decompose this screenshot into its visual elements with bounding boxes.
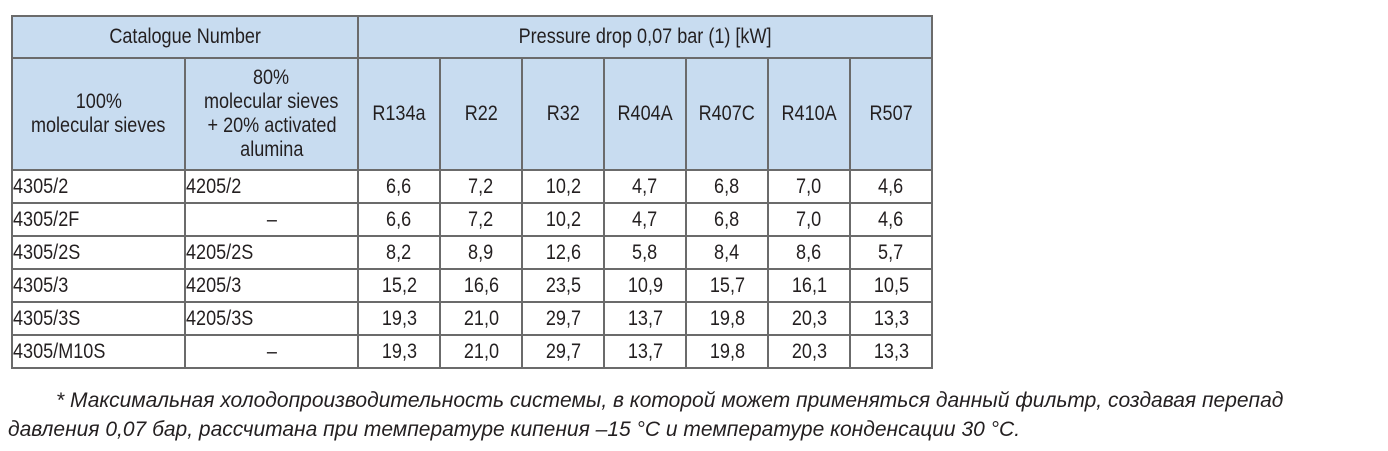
value-cell-r507: 4,6 <box>849 202 934 237</box>
catalogue-100-cell: 4305/3 <box>11 268 186 303</box>
table-row: 4305/2S 4205/2S 8,2 8,9 12,6 5,8 8,4 8,6… <box>11 235 934 270</box>
value-cell-r507: 4,6 <box>849 169 934 204</box>
value-cell-r22: 21,0 <box>439 301 524 336</box>
value-cell-r404a: 4,7 <box>603 202 688 237</box>
refrigerant-header-r410a: R410A <box>767 57 852 171</box>
filter-drier-capacity-table: Catalogue Number Pressure drop 0,07 bar … <box>10 15 934 369</box>
catalogue-80-cell: 4205/3 <box>183 268 360 303</box>
catalogue-80-cell: – <box>183 202 360 237</box>
table-row: 4305/M10S – 19,3 21,0 29,7 13,7 19,8 20,… <box>11 334 934 369</box>
value-cell-r134a: 19,3 <box>357 301 442 336</box>
value-cell-r410a: 7,0 <box>767 202 852 237</box>
table-row: 4305/3 4205/3 15,2 16,6 23,5 10,9 15,7 1… <box>11 268 934 303</box>
value-cell-r410a: 8,6 <box>767 235 852 270</box>
value-cell-r407c: 15,7 <box>685 268 770 303</box>
value-cell-r22: 7,2 <box>439 169 524 204</box>
value-cell-r407c: 19,8 <box>685 301 770 336</box>
value-cell-r404a: 4,7 <box>603 169 688 204</box>
value-cell-r407c: 8,4 <box>685 235 770 270</box>
value-cell-r32: 10,2 <box>521 169 606 204</box>
catalogue-80-cell: 4205/2 <box>183 169 360 204</box>
value-cell-r407c: 6,8 <box>685 202 770 237</box>
refrigerant-header-r407c: R407C <box>685 57 770 171</box>
catalogue-100-cell: 4305/2F <box>11 202 186 237</box>
value-cell-r410a: 20,3 <box>767 301 852 336</box>
pressure-drop-header: Pressure drop 0,07 bar (1) [kW] <box>357 15 934 59</box>
table-row: 4305/2F – 6,6 7,2 10,2 4,7 6,8 7,0 4,6 <box>11 202 934 237</box>
footnote-line-1: * Максимальная холодопроизводительность … <box>56 389 1284 412</box>
value-cell-r410a: 20,3 <box>767 334 852 369</box>
value-cell-r404a: 13,7 <box>603 301 688 336</box>
value-cell-r22: 21,0 <box>439 334 524 369</box>
footnote: * Максимальная холодопроизводительность … <box>8 386 1383 444</box>
value-cell-r32: 29,7 <box>521 301 606 336</box>
value-cell-r407c: 19,8 <box>685 334 770 369</box>
value-cell-r22: 7,2 <box>439 202 524 237</box>
refrigerant-header-r22: R22 <box>439 57 524 171</box>
catalogue-100-cell: 4305/2 <box>11 169 186 204</box>
value-cell-r134a: 19,3 <box>357 334 442 369</box>
refrigerant-header-r32: R32 <box>521 57 606 171</box>
value-cell-r507: 13,3 <box>849 301 934 336</box>
col-80-molecular-sieves-header: 80% molecular sieves + 20% activated alu… <box>183 57 360 171</box>
value-cell-r134a: 8,2 <box>357 235 442 270</box>
col-100-molecular-sieves-header: 100% molecular sieves <box>11 57 186 171</box>
value-cell-r32: 12,6 <box>521 235 606 270</box>
catalogue-number-header: Catalogue Number <box>10 15 360 59</box>
table-row: 4305/3S 4205/3S 19,3 21,0 29,7 13,7 19,8… <box>11 301 934 336</box>
catalogue-100-cell: 4305/2S <box>11 235 186 270</box>
value-cell-r32: 29,7 <box>521 334 606 369</box>
catalogue-100-cell: 4305/3S <box>11 301 186 336</box>
value-cell-r410a: 16,1 <box>767 268 852 303</box>
catalogue-80-cell: 4205/2S <box>183 235 360 270</box>
value-cell-r134a: 15,2 <box>357 268 442 303</box>
value-cell-r507: 13,3 <box>849 334 934 369</box>
refrigerant-header-r507: R507 <box>849 57 934 171</box>
catalogue-80-cell: 4205/3S <box>183 301 360 336</box>
value-cell-r22: 8,9 <box>439 235 524 270</box>
value-cell-r407c: 6,8 <box>685 169 770 204</box>
catalogue-100-cell: 4305/M10S <box>11 334 186 369</box>
value-cell-r134a: 6,6 <box>357 169 442 204</box>
value-cell-r404a: 13,7 <box>603 334 688 369</box>
refrigerant-header-r134a: R134a <box>357 57 442 171</box>
value-cell-r404a: 5,8 <box>603 235 688 270</box>
value-cell-r32: 10,2 <box>521 202 606 237</box>
footnote-line-2: давления 0,07 бар, рассчитана при темпер… <box>8 418 1021 441</box>
catalogue-80-cell: – <box>183 334 360 369</box>
value-cell-r32: 23,5 <box>521 268 606 303</box>
value-cell-r507: 5,7 <box>849 235 934 270</box>
refrigerant-header-r404a: R404A <box>603 57 688 171</box>
value-cell-r507: 10,5 <box>849 268 934 303</box>
spec-table-container: Catalogue Number Pressure drop 0,07 bar … <box>10 15 934 369</box>
value-cell-r404a: 10,9 <box>603 268 688 303</box>
value-cell-r134a: 6,6 <box>357 202 442 237</box>
value-cell-r410a: 7,0 <box>767 169 852 204</box>
table-row: 4305/2 4205/2 6,6 7,2 10,2 4,7 6,8 7,0 4… <box>11 169 934 204</box>
value-cell-r22: 16,6 <box>439 268 524 303</box>
